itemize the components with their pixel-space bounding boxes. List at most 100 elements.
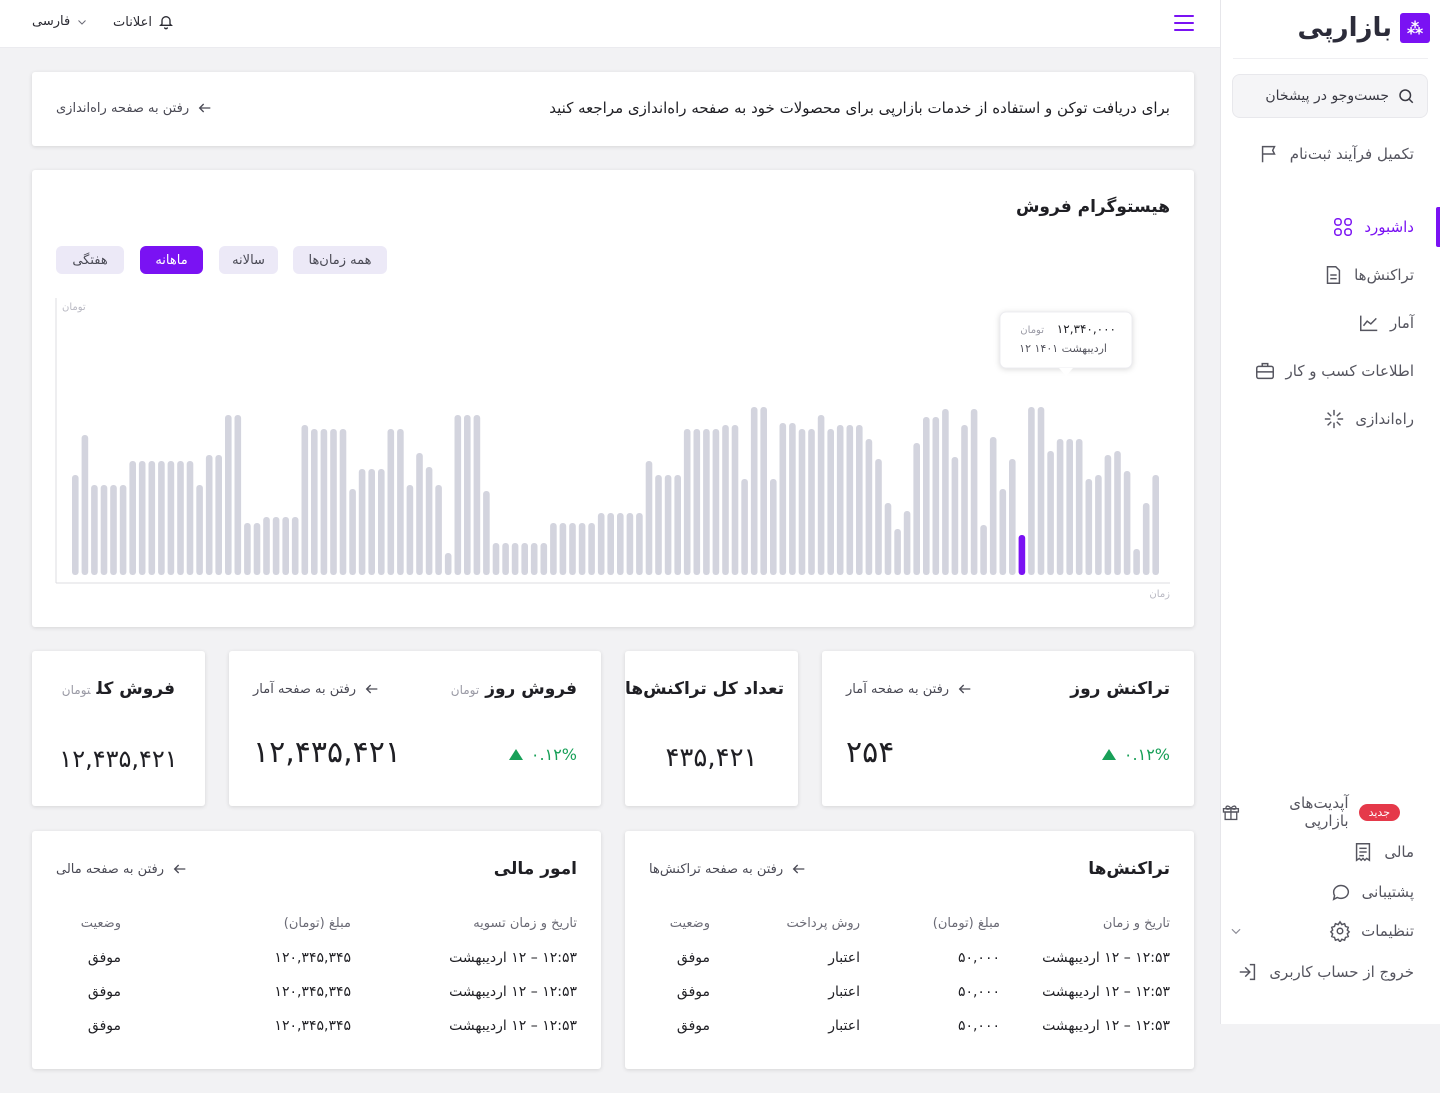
bar[interactable]	[722, 425, 729, 575]
bar[interactable]	[148, 461, 156, 575]
bar[interactable]	[923, 417, 930, 575]
bar[interactable]	[492, 543, 500, 575]
bar[interactable]	[81, 435, 89, 575]
bar[interactable]	[387, 429, 395, 575]
bar[interactable]	[961, 425, 968, 575]
chip-monthly[interactable]: ماهانه	[140, 246, 203, 274]
language-select[interactable]: فارسی	[32, 14, 88, 29]
bar[interactable]	[1028, 407, 1035, 575]
chip-all-time[interactable]: همه زمان‌ها	[293, 246, 387, 274]
chip-weekly[interactable]: هفتگی	[56, 246, 124, 274]
bar[interactable]	[91, 485, 98, 575]
bar[interactable]	[645, 461, 653, 575]
bar[interactable]	[530, 543, 538, 575]
bar[interactable]	[942, 409, 949, 575]
bar[interactable]	[1152, 475, 1159, 575]
bar[interactable]	[913, 443, 920, 575]
bar[interactable]	[1142, 503, 1150, 575]
bar[interactable]	[770, 479, 777, 575]
bar[interactable]	[894, 529, 901, 575]
bar[interactable]	[932, 417, 940, 575]
bar[interactable]	[282, 517, 289, 575]
bar[interactable]	[865, 439, 873, 575]
bar[interactable]	[502, 543, 509, 575]
go-to-finance-link[interactable]: رفتن به صفحه مالی	[56, 861, 188, 877]
bar-highlighted[interactable]	[1018, 535, 1026, 575]
bar[interactable]	[483, 491, 490, 575]
bar[interactable]	[158, 461, 165, 575]
bar[interactable]	[339, 429, 347, 575]
go-to-stats-link[interactable]: رفتن به صفحه آمار	[253, 681, 380, 697]
bar[interactable]	[521, 543, 528, 575]
bar[interactable]	[1104, 455, 1112, 575]
bar[interactable]	[435, 485, 442, 575]
bar[interactable]	[789, 423, 796, 575]
bar[interactable]	[703, 429, 710, 575]
bar[interactable]	[1047, 451, 1054, 575]
bar[interactable]	[731, 425, 739, 575]
bar[interactable]	[693, 429, 701, 575]
bar[interactable]	[655, 475, 662, 575]
bar[interactable]	[119, 485, 127, 575]
bar[interactable]	[215, 455, 222, 575]
sidebar-item-settings[interactable]: تنظیمات	[1329, 918, 1414, 944]
sidebar-item-stats[interactable]: آمار	[1358, 310, 1414, 336]
bar[interactable]	[425, 467, 433, 575]
bar[interactable]	[358, 469, 366, 575]
bar[interactable]	[349, 489, 356, 575]
bar[interactable]	[138, 461, 146, 575]
bar[interactable]	[444, 553, 452, 575]
bar[interactable]	[406, 485, 414, 575]
sidebar-item-support[interactable]: پشتیبانی	[1330, 879, 1414, 905]
sidebar-item-logout[interactable]: خروج از حساب کاربری	[1237, 959, 1414, 985]
bar[interactable]	[884, 503, 892, 575]
menu-icon[interactable]	[1174, 15, 1194, 33]
bar[interactable]	[875, 459, 882, 575]
bar[interactable]	[196, 485, 203, 575]
bar[interactable]	[244, 523, 251, 575]
bar[interactable]	[186, 461, 194, 575]
bar[interactable]	[330, 429, 337, 575]
bar[interactable]	[291, 517, 299, 575]
bar[interactable]	[980, 525, 987, 575]
go-to-transactions-link[interactable]: رفتن به صفحه تراکنش‌ها	[649, 861, 807, 877]
bar[interactable]	[951, 457, 959, 575]
sidebar-item-setup[interactable]: راه‌اندازی	[1323, 406, 1414, 432]
bar[interactable]	[588, 523, 595, 575]
bar[interactable]	[205, 455, 213, 575]
bar[interactable]	[1009, 459, 1016, 575]
bar[interactable]	[110, 485, 117, 575]
bar[interactable]	[1066, 439, 1073, 575]
bar[interactable]	[559, 523, 567, 575]
bar[interactable]	[225, 415, 232, 575]
bar[interactable]	[263, 517, 270, 575]
bar[interactable]	[683, 429, 691, 575]
bar[interactable]	[1095, 475, 1102, 575]
bar[interactable]	[177, 461, 184, 575]
table-row[interactable]: ۱۲:۵۳ – ۱۲ اردیبهشت ۵۰,۰۰۰ اعتبار موفق	[649, 941, 1170, 975]
sidebar-item-dashboard[interactable]: داشبورد	[1332, 214, 1414, 240]
bar[interactable]	[1133, 549, 1140, 575]
bar[interactable]	[626, 513, 634, 575]
chip-yearly[interactable]: سالانه	[219, 246, 278, 274]
bar[interactable]	[301, 425, 309, 575]
table-row[interactable]: ۱۲:۵۳ – ۱۲ اردیبهشت ۵۰,۰۰۰ اعتبار موفق	[649, 975, 1170, 1009]
sidebar-item-business-info[interactable]: اطلاعات کسب و کار	[1254, 358, 1414, 384]
bar[interactable]	[827, 429, 834, 575]
bar[interactable]	[741, 479, 748, 575]
bar[interactable]	[397, 429, 404, 575]
bar[interactable]	[999, 489, 1007, 575]
sidebar-item-complete-signup[interactable]: تکمیل فرآیند ثبت‌نام	[1258, 141, 1414, 167]
bar[interactable]	[578, 523, 586, 575]
bar[interactable]	[1085, 479, 1093, 575]
bar[interactable]	[311, 429, 318, 575]
go-to-setup-link[interactable]: رفتن به صفحه راه‌اندازی	[56, 100, 213, 116]
search-input[interactable]: جست‌وجو در پیشخان	[1232, 74, 1428, 118]
bar[interactable]	[664, 475, 672, 575]
bar[interactable]	[817, 415, 825, 575]
bar[interactable]	[903, 511, 911, 575]
bar[interactable]	[234, 415, 242, 575]
bar[interactable]	[1123, 471, 1131, 575]
bar[interactable]	[617, 513, 624, 575]
bar[interactable]	[569, 523, 576, 575]
